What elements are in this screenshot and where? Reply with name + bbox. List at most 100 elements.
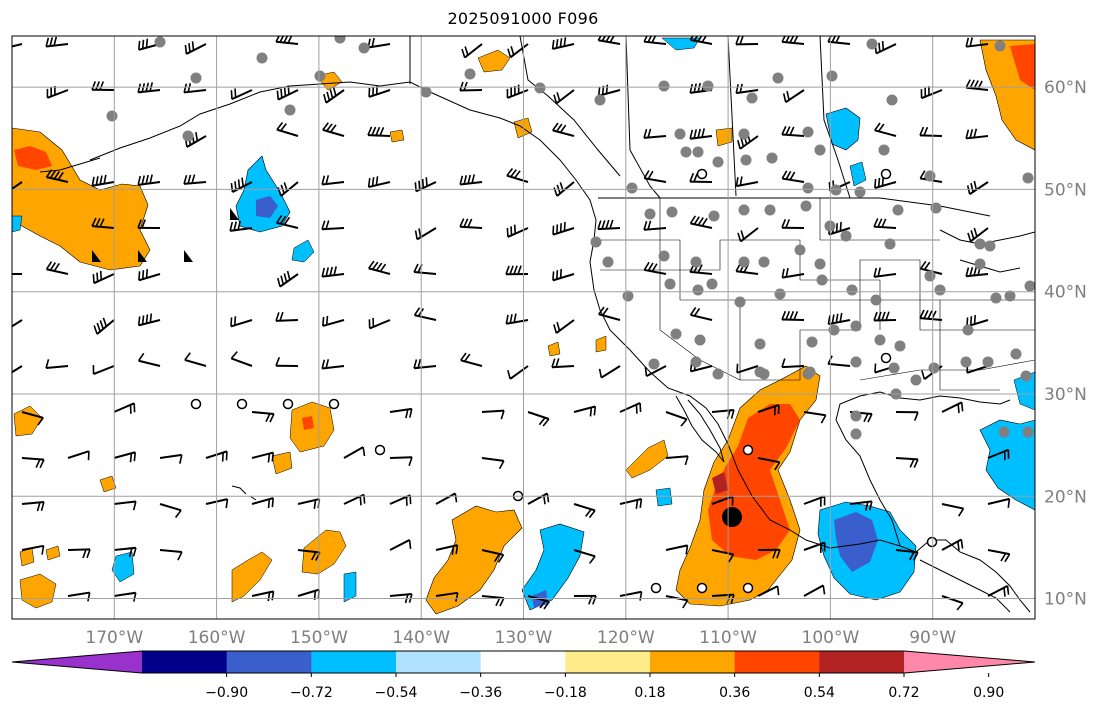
wind-barb <box>803 584 826 597</box>
wind-barb <box>113 402 136 414</box>
station-dot <box>154 36 166 48</box>
wind-barb <box>343 446 366 459</box>
station-dot <box>670 328 682 340</box>
station-dot <box>830 184 842 196</box>
wind-barb <box>782 89 805 104</box>
latitude-label: 40°N <box>1044 283 1087 303</box>
station-dot <box>706 278 718 290</box>
lightblue-region <box>111 551 135 583</box>
wind-barb <box>573 549 596 564</box>
wind-barb <box>67 450 90 461</box>
wind-barb <box>251 411 275 423</box>
station-dot <box>960 356 972 368</box>
station-dot <box>420 86 432 98</box>
station-dot <box>866 38 878 50</box>
station-dot <box>644 208 656 220</box>
longitude-label: 170°W <box>85 628 143 648</box>
wind-barb <box>965 37 989 48</box>
wind-barb <box>735 83 759 95</box>
wind-barb <box>873 311 897 322</box>
wind-barb <box>45 36 69 48</box>
wind-barb <box>230 351 253 367</box>
wind-barb <box>987 448 1010 461</box>
wind-barb <box>93 317 115 335</box>
wind-barb <box>919 126 943 137</box>
lightblue-region <box>291 239 315 263</box>
colorbar-tick-label: 0.90 <box>973 685 1004 701</box>
latitude-label: 20°N <box>1044 487 1087 507</box>
wind-barb <box>461 43 483 59</box>
wind-barb <box>711 549 735 563</box>
wind-barb <box>113 591 137 602</box>
station-dot <box>794 244 806 256</box>
wind-barb <box>481 549 505 563</box>
wind-barb <box>184 41 207 55</box>
orange-region <box>477 49 511 73</box>
station-dot <box>828 324 840 336</box>
station-dot <box>674 128 686 140</box>
wind-barb <box>552 269 575 282</box>
station-dot <box>694 334 706 346</box>
wind-barb <box>643 36 667 45</box>
station-dot <box>738 256 750 268</box>
colorbar-tick-label: −0.54 <box>375 685 418 701</box>
station-dot <box>924 270 936 282</box>
station-dot <box>764 204 776 216</box>
wind-barb <box>230 316 253 328</box>
station-dot <box>924 170 936 182</box>
latitude-label: 30°N <box>1044 385 1087 405</box>
station-dot <box>664 278 676 290</box>
wind-barb <box>435 544 459 556</box>
station-dot <box>854 186 866 198</box>
wind-barb <box>643 128 667 139</box>
wind-barb <box>12 273 23 276</box>
wind-barb <box>137 219 161 229</box>
lightblue-region <box>661 37 701 51</box>
station-dot <box>962 324 974 336</box>
wind-barb <box>230 88 253 101</box>
station-dot <box>1010 348 1022 360</box>
wind-barb <box>757 548 781 559</box>
wind-barb <box>91 81 115 91</box>
colorbar-tick-label: −0.18 <box>544 685 587 701</box>
latitude-label: 10°N <box>1044 590 1087 610</box>
station-dot <box>1022 172 1034 184</box>
longitude-label: 120°W <box>597 628 655 648</box>
colorbar-extend-high <box>904 651 1035 673</box>
station-dot <box>814 144 826 156</box>
station-dot <box>680 146 692 158</box>
wind-barb <box>368 260 391 275</box>
station-dot <box>734 296 746 308</box>
wind-barb <box>573 405 597 417</box>
station-dot <box>804 366 816 378</box>
wind-barb <box>251 497 274 509</box>
station-dot <box>892 204 904 216</box>
wind-barb <box>735 36 759 46</box>
wind-barb <box>781 219 805 229</box>
wind-barb <box>435 492 458 505</box>
station-dot <box>982 356 994 368</box>
station-dot <box>182 130 194 142</box>
wind-barb <box>91 174 115 187</box>
wind-barb <box>941 503 965 517</box>
longitude-label: 100°W <box>802 628 860 648</box>
wind-barb <box>138 268 161 282</box>
station-dot <box>602 256 614 268</box>
wind-barb <box>435 591 459 602</box>
wind-barb <box>598 306 621 321</box>
wind-barb <box>757 585 780 597</box>
lightblue-region <box>235 155 291 233</box>
colorbar-tick-label: 0.18 <box>634 685 665 701</box>
wind-barb <box>229 220 253 232</box>
wind-barb <box>551 37 575 50</box>
wind-barb <box>251 451 275 463</box>
wind-barb <box>368 317 391 330</box>
colorbar-extend-low <box>12 651 142 673</box>
wind-barb <box>987 584 1010 597</box>
station-dot <box>692 284 704 296</box>
wind-barb <box>113 500 137 511</box>
wind-barb <box>827 312 851 326</box>
station-dot <box>886 94 898 106</box>
wind-barb <box>689 128 713 140</box>
longitude-label: 150°W <box>290 628 348 648</box>
